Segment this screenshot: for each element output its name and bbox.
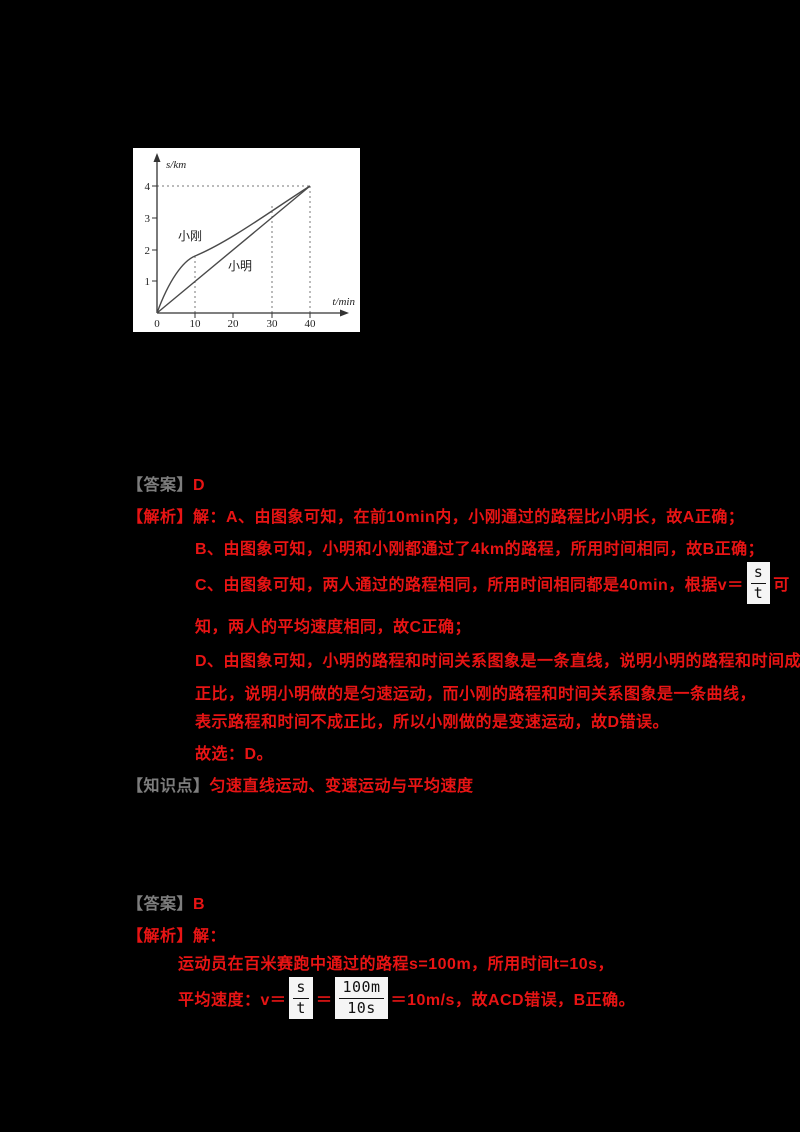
x-axis-arrow-icon [340, 309, 349, 317]
fraction-s-over-t-2: s t [289, 977, 313, 1019]
analysis-line-d3: 表示路程和时间不成正比，所以小刚做的是变速运动，故D错误。 [195, 714, 670, 731]
answer-line-1: 【答案】D [127, 471, 205, 495]
answer-letter-1: D [193, 477, 206, 494]
fraction-100m-over-10s: 100m 10s [335, 977, 388, 1019]
x-tick-0: 0 [154, 318, 160, 330]
knowledge-point-label: 【知识点】 [127, 778, 210, 795]
knowledge-point-text: 匀速直线运动、变速运动与平均速度 [209, 778, 474, 795]
x-axis-label: t/min [332, 296, 355, 308]
y-axis-label: s/km [166, 159, 186, 171]
ming-line [156, 185, 311, 314]
answer-line-2: 【答案】B [127, 890, 205, 914]
fraction-s-over-t: s t [746, 562, 771, 604]
analysis-line-d2: 正比，说明小明做的是匀速运动，而小刚的路程和时间关系图象是一条曲线， [195, 686, 757, 703]
analysis-line-c-tail: 可 [773, 577, 790, 594]
knowledge-point-line: 【知识点】匀速直线运动、变速运动与平均速度 [127, 772, 474, 796]
x-tick-40: 40 [305, 318, 317, 330]
fraction-denominator: t [753, 583, 764, 602]
gang-curve-label: 小刚 [178, 229, 202, 243]
choose-answer-line: 故选：D。 [195, 746, 274, 763]
y-tick-3: 3 [145, 213, 151, 225]
average-speed-line: 平均速度：v＝ s t ＝ 100m 10s ＝10m/s，故ACD错误，B正确… [178, 975, 635, 1021]
y-tick-4: 4 [145, 181, 151, 193]
ming-curve-label: 小明 [228, 259, 252, 273]
analysis-header-2: 【解析】解： [127, 928, 227, 945]
x-tick-30: 30 [267, 318, 279, 330]
fraction-numerator: s [293, 979, 309, 999]
fraction-numerator: 100m [339, 979, 384, 999]
y-axis-arrow-icon [153, 153, 161, 162]
fraction-denominator: t [296, 998, 306, 1017]
equals-sign: ＝ [315, 992, 333, 1009]
distance-time-graph: s/km t/min 0 10 20 30 40 1 2 3 4 小刚 小明 [133, 148, 360, 332]
graph-canvas: s/km t/min 0 10 20 30 40 1 2 3 4 小刚 小明 [145, 153, 355, 330]
given-values-line: 运动员在百米赛跑中通过的路程s=100m，所用时间t=10s， [178, 956, 615, 973]
average-speed-prefix: 平均速度：v＝ [178, 992, 287, 1009]
gang-curve [156, 185, 311, 314]
x-tick-20: 20 [228, 318, 240, 330]
analysis-line-c-text: C、由图象可知，两人通过的路程相同，所用时间相同都是40min，根据v＝ [195, 577, 744, 594]
y-tick-2: 2 [145, 245, 151, 257]
fraction-denominator: 10s [347, 998, 376, 1017]
y-tick-1: 1 [145, 276, 151, 288]
x-tick-10: 10 [190, 318, 202, 330]
analysis-line-c: C、由图象可知，两人通过的路程相同，所用时间相同都是40min，根据v＝ s t… [195, 562, 790, 604]
analysis-line-c2: 知，两人的平均速度相同，故C正确； [195, 619, 472, 636]
analysis-line-b: B、由图象可知，小明和小刚都通过了4km的路程，所用时间相同，故B正确； [195, 541, 765, 558]
average-speed-result: ＝10m/s，故ACD错误，B正确。 [390, 992, 636, 1009]
analysis-line-a: 【解析】解：A、由图象可知，在前10min内，小刚通过的路程比小明长，故A正确； [127, 509, 745, 526]
answer-letter-2: B [193, 896, 206, 913]
analysis-line-d: D、由图象可知，小明的路程和时间关系图象是一条直线，说明小明的路程和时间成 [195, 653, 800, 670]
tick-marks [152, 185, 311, 318]
fraction-numerator: s [750, 564, 767, 584]
answer-label-1: 【答案】 [127, 477, 194, 494]
answer-label-2: 【答案】 [127, 896, 194, 913]
